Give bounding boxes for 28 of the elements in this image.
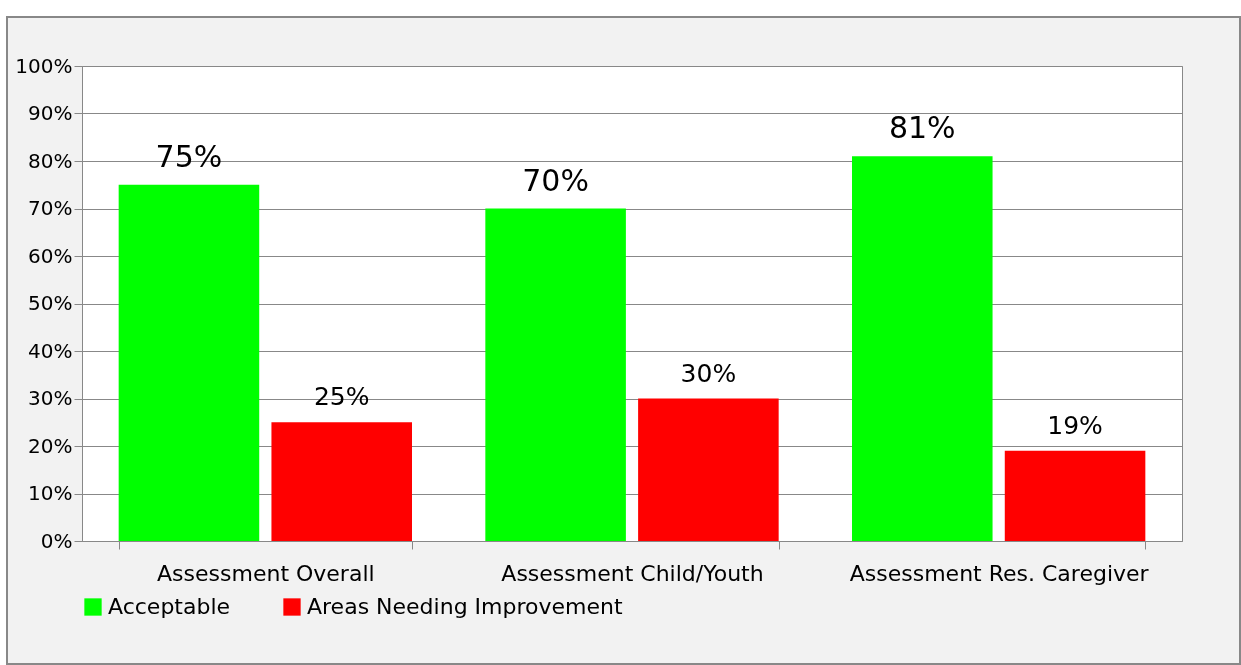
data-label: 25% [313,382,370,412]
legend-label: Areas Needing Improvement [307,594,623,619]
x-tick-label: Assessment Child/Youth [501,560,764,586]
y-tick-label: 40% [28,338,73,363]
data-label: 30% [680,358,737,388]
y-tick-label: 60% [28,243,73,268]
data-label: 19% [1047,410,1103,440]
y-tick-label: 70% [28,196,73,220]
bar [852,156,993,541]
y-tick-label: 50% [28,291,73,315]
bar [118,184,260,541]
bar [638,398,779,541]
legend-label: Acceptable [108,594,231,619]
y-tick-label: 80% [28,148,73,173]
data-label: 70% [522,162,589,198]
y-tick-label: 90% [28,101,73,125]
y-tick-label: 100% [15,53,73,78]
y-tick-label: 30% [28,386,73,410]
data-label: 81% [888,110,956,146]
x-tick-label: Assessment Overall [157,560,375,586]
y-tick-label: 0% [40,528,73,553]
y-tick-label: 10% [28,481,73,505]
bar [271,422,412,541]
y-tick-label: 20% [28,433,73,458]
bar [485,208,626,541]
bar [1004,450,1146,541]
x-tick-label: Assessment Res. Caregiver [849,560,1150,586]
data-label: 75% [155,138,223,174]
